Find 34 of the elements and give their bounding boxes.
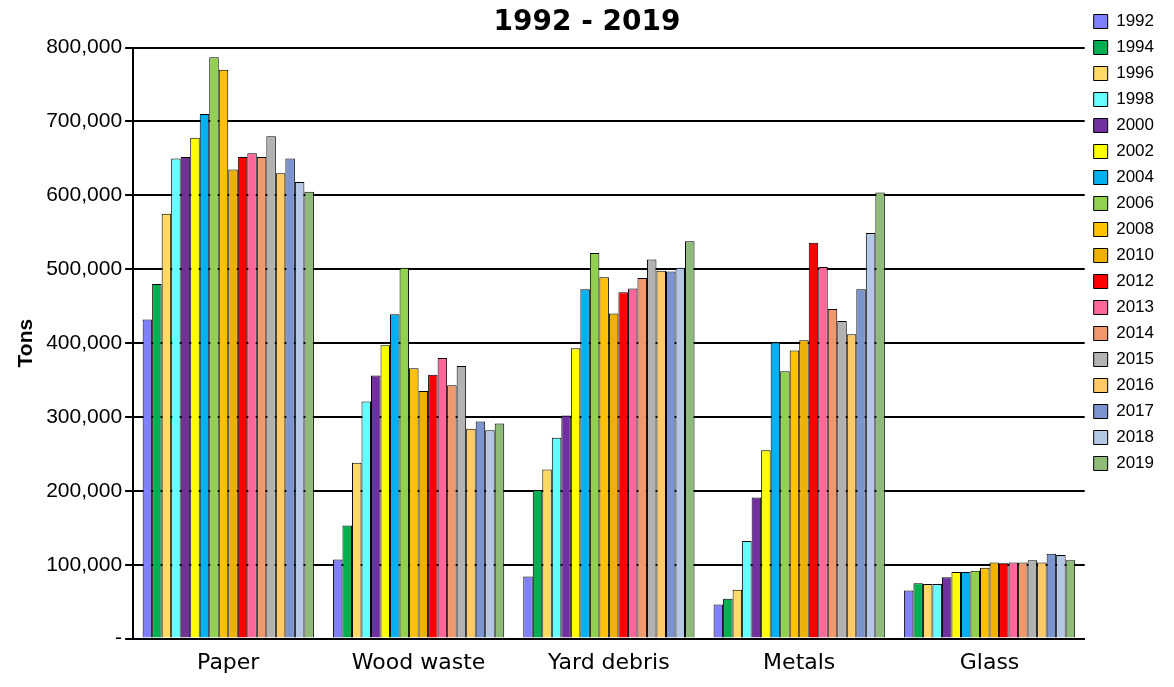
legend-label: 2014	[1116, 323, 1155, 343]
legend-label: 2008	[1116, 219, 1155, 239]
y-tick-label: 200,000	[46, 477, 123, 501]
y-tick-label: 700,000	[46, 108, 123, 132]
y-tick-label: 300,000	[46, 403, 123, 427]
legend-label: 2016	[1116, 375, 1155, 395]
legend-label: 2002	[1116, 141, 1155, 161]
y-axis-title: Tons	[13, 318, 37, 368]
legend-label: 1998	[1116, 89, 1155, 109]
legend-label: 1994	[1116, 37, 1155, 57]
legend-label: 2004	[1116, 167, 1155, 187]
y-tick-label: 600,000	[46, 182, 123, 206]
y-tick-label: 400,000	[46, 329, 123, 353]
chart-title: 1992 - 2019	[493, 4, 681, 38]
legend-label: 2013	[1116, 297, 1155, 317]
y-tick-label: 500,000	[46, 256, 123, 280]
legend-label: 2018	[1116, 427, 1155, 447]
y-tick-label: 100,000	[46, 551, 123, 575]
legend-label: 2006	[1116, 193, 1155, 213]
y-tick-label: -	[115, 625, 123, 649]
legend-label: 1992	[1116, 11, 1155, 31]
x-tick-label: Paper	[197, 648, 261, 674]
legend-label: 2010	[1116, 245, 1155, 265]
x-tick-label: Yard debris	[547, 648, 670, 674]
x-tick-label: Glass	[959, 648, 1020, 674]
legend-label: 2019	[1116, 453, 1155, 473]
legend-label: 2012	[1116, 271, 1155, 291]
x-tick-label: Metals	[763, 648, 836, 674]
y-tick-label: 800,000	[46, 34, 123, 58]
legend-label: 2000	[1116, 115, 1155, 135]
legend-label: 1996	[1116, 63, 1155, 83]
x-tick-label: Wood waste	[351, 648, 486, 674]
legend-label: 2015	[1116, 349, 1155, 369]
legend-label: 2017	[1116, 401, 1155, 421]
